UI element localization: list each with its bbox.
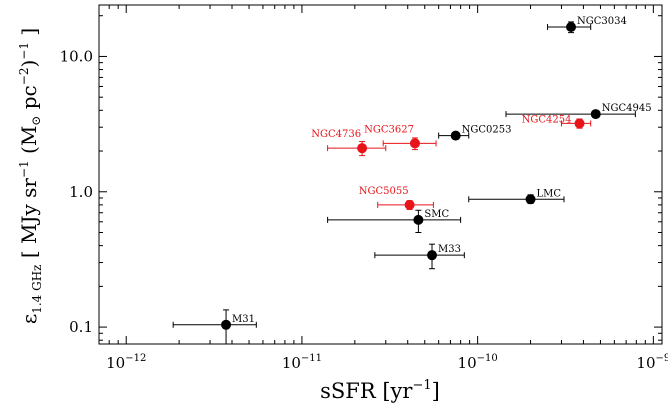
data-marker — [404, 199, 415, 210]
data-marker — [525, 194, 536, 205]
data-marker — [357, 143, 368, 154]
y-tick-label: 10.0 — [60, 47, 93, 65]
data-point-ngc5055: NGC5055 — [359, 186, 434, 210]
data-point-ngc4254: NGC4254 — [522, 114, 592, 129]
data-point-ngc3627: NGC3627 — [364, 124, 437, 151]
point-label: M31 — [232, 314, 255, 325]
data-point-ngc3034: NGC3034 — [547, 16, 627, 34]
data-marker — [413, 214, 424, 225]
data-marker — [450, 130, 461, 141]
point-label: NGC4945 — [602, 103, 652, 114]
y-tick-label: 1.0 — [69, 183, 93, 201]
plot-frame — [98, 4, 663, 345]
point-label: LMC — [537, 188, 562, 199]
data-marker — [566, 22, 577, 33]
x-axis-title-sup: −1 — [412, 378, 431, 393]
tick-labels: 10−12 10−11 10−10 10−9 0.1 1.0 10.0 — [60, 47, 668, 372]
data-marker — [590, 109, 601, 120]
data-point-ngc0253: NGC0253 — [438, 125, 512, 141]
data-marker — [221, 319, 232, 330]
data-marker — [574, 118, 585, 129]
data-point-lmc: LMC — [468, 188, 565, 205]
point-label: M33 — [438, 244, 461, 255]
data-point-m33: M33 — [374, 243, 465, 270]
x-tick-label: 10−11 — [282, 353, 322, 372]
x-axis-title: sSFR [yr−1] — [320, 378, 440, 403]
axis-ticks — [98, 5, 662, 344]
y-axis-title: ε1.4 GHz [ MJy sr−1 (M⊙ pc−2)−1 ] — [17, 28, 44, 324]
data-point-smc: SMC — [327, 209, 462, 234]
data-points: NGC3034 NGC4945 NGC4254 NGC0253 NGC3627NGC47… — [172, 16, 652, 345]
data-marker — [427, 250, 438, 261]
point-label: NGC4254 — [522, 114, 572, 125]
point-label: NGC5055 — [359, 186, 409, 197]
x-tick-label: 10−12 — [106, 353, 146, 372]
data-point-ngc4736: NGC4736 — [311, 129, 387, 157]
point-label: NGC3627 — [364, 124, 414, 135]
data-point-m31: M31 — [172, 309, 257, 345]
point-label: NGC3034 — [577, 16, 627, 27]
point-label: NGC0253 — [462, 125, 512, 136]
x-tick-label: 10−10 — [458, 353, 498, 372]
point-label: SMC — [424, 209, 449, 220]
y-tick-label: 0.1 — [69, 318, 93, 336]
x-tick-label: 10−9 — [636, 353, 668, 372]
point-label: NGC4736 — [311, 129, 361, 140]
data-point-ngc4945: NGC4945 — [505, 103, 652, 120]
data-marker — [409, 138, 420, 149]
